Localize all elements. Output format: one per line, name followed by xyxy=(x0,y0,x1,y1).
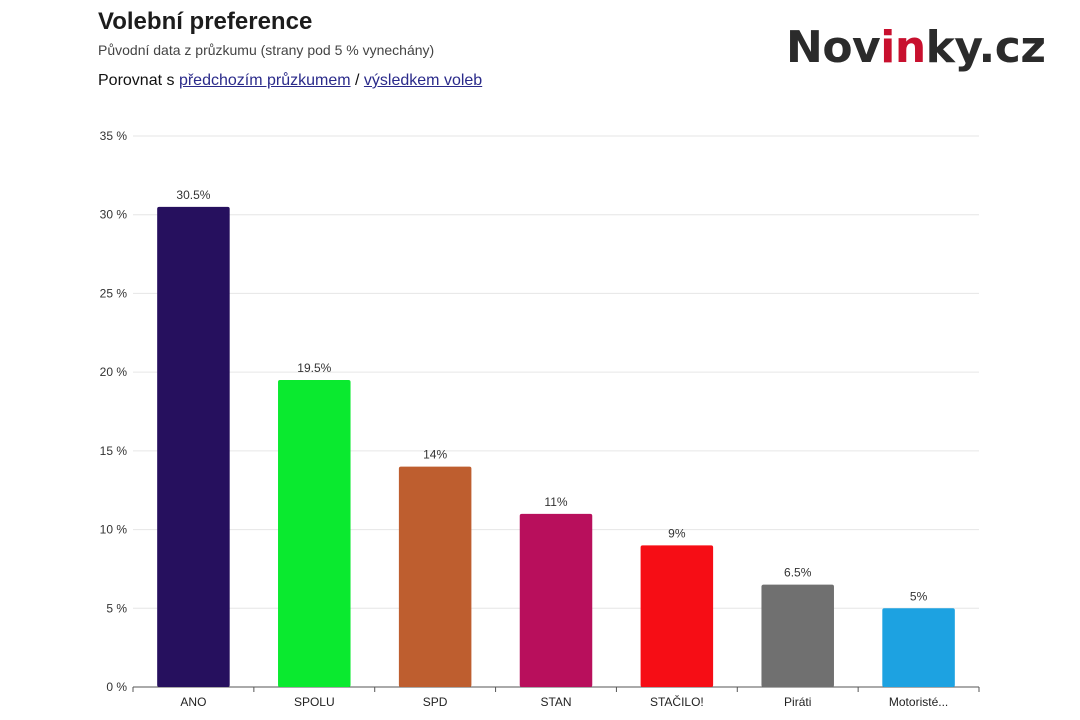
y-tick-label: 15 % xyxy=(100,444,128,458)
x-category-label: SPD xyxy=(423,695,448,709)
x-category-label: SPOLU xyxy=(294,695,335,709)
bar-ano xyxy=(157,206,230,688)
y-tick-label: 5 % xyxy=(106,601,127,615)
y-tick-label: 35 % xyxy=(100,129,128,143)
data-label: 19.5% xyxy=(297,361,331,375)
logo-text-2: in xyxy=(880,22,926,73)
data-label: 11% xyxy=(544,495,567,509)
data-label: 5% xyxy=(910,589,928,603)
novinky-logo[interactable]: Novinky.cz xyxy=(786,26,1046,70)
compare-prefix: Porovnat s xyxy=(98,72,175,89)
bar-spolu xyxy=(278,380,351,687)
x-category-label: Piráti xyxy=(784,695,811,709)
x-category-label: STAN xyxy=(540,695,571,709)
y-tick-label: 30 % xyxy=(100,208,128,222)
logo-text-3: ky.cz xyxy=(925,22,1046,73)
logo-text-1: Nov xyxy=(786,22,881,73)
y-tick-label: 10 % xyxy=(100,523,128,537)
compare-line: Porovnat s předchozím průzkumem / výsled… xyxy=(98,72,482,90)
chart-title: Volební preference xyxy=(98,8,313,35)
data-label: 14% xyxy=(423,448,447,462)
chart-subtitle: Původní data z průzkumu (strany pod 5 % … xyxy=(98,42,435,58)
data-label: 9% xyxy=(668,526,686,540)
x-category-label: STAČILO! xyxy=(650,694,704,709)
previous-poll-link[interactable]: předchozím průzkumem xyxy=(178,72,351,89)
x-category-label: Motoristé... xyxy=(889,695,948,709)
bar-spd xyxy=(398,466,472,687)
bar-motorist xyxy=(882,608,955,687)
y-tick-label: 20 % xyxy=(100,365,128,379)
bar-pirti xyxy=(761,584,834,687)
data-label: 30.5% xyxy=(176,188,210,202)
election-result-link[interactable]: výsledkem voleb xyxy=(363,72,483,89)
y-tick-label: 25 % xyxy=(100,286,128,300)
bar-stailo xyxy=(640,545,714,687)
compare-separator: / xyxy=(355,72,360,89)
data-label: 6.5% xyxy=(784,566,812,580)
x-category-label: ANO xyxy=(180,695,206,709)
y-tick-label: 0 % xyxy=(106,680,127,694)
bar-stan xyxy=(519,513,593,687)
